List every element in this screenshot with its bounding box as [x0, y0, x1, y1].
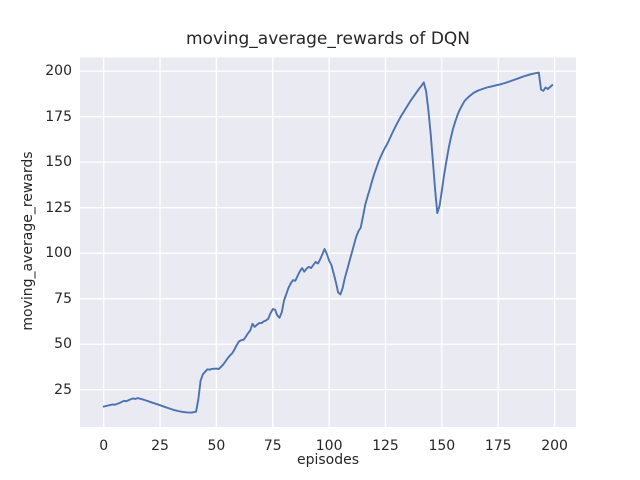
y-tick-label: 125 — [45, 199, 72, 216]
x-tick-label: 175 — [484, 438, 512, 454]
x-tick-label: 200 — [541, 438, 568, 454]
x-tick-label: 150 — [428, 438, 456, 454]
x-tick-label: 50 — [207, 438, 226, 454]
y-tick-label: 50 — [54, 336, 72, 353]
y-tick-label: 200 — [45, 63, 72, 80]
x-tick-label: 25 — [151, 438, 169, 454]
x-tick-label: 125 — [372, 438, 399, 454]
axes-background — [80, 57, 576, 427]
x-tick-label: 75 — [263, 438, 282, 454]
y-tick-label: 100 — [45, 245, 72, 262]
x-axis-label: episodes — [296, 452, 360, 468]
y-tick-label: 150 — [45, 154, 72, 171]
data-line — [102, 71, 554, 414]
y-tick-label: 175 — [45, 108, 72, 125]
x-tick-label: 100 — [315, 438, 343, 454]
y-tick-label: 25 — [54, 381, 72, 398]
x-tick-label: 0 — [99, 438, 109, 454]
y-tick-label: 75 — [54, 290, 72, 307]
chart-title: moving_average_rewards of DQN — [185, 29, 471, 49]
